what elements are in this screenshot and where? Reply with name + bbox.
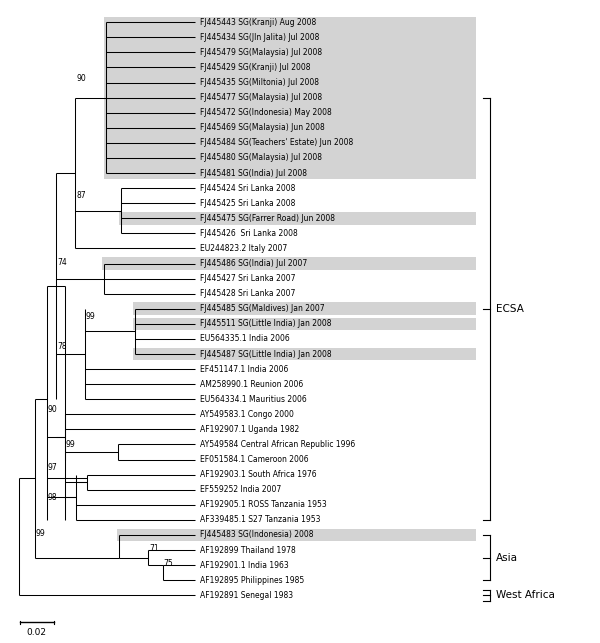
Bar bbox=[104, 17, 476, 179]
Text: Asia: Asia bbox=[496, 552, 518, 563]
Text: 99: 99 bbox=[86, 312, 95, 321]
Text: AF192899 Thailand 1978: AF192899 Thailand 1978 bbox=[200, 545, 295, 554]
Text: AM258990.1 Reunion 2006: AM258990.1 Reunion 2006 bbox=[200, 379, 303, 388]
Text: FJ445434 SG(Jln Jalita) Jul 2008: FJ445434 SG(Jln Jalita) Jul 2008 bbox=[200, 33, 319, 42]
Text: EU244823.2 Italy 2007: EU244823.2 Italy 2007 bbox=[200, 244, 287, 253]
Text: FJ445426  Sri Lanka 2008: FJ445426 Sri Lanka 2008 bbox=[200, 229, 298, 238]
Text: 98: 98 bbox=[48, 493, 58, 502]
Text: 74: 74 bbox=[58, 258, 67, 267]
Text: FJ445483 SG(Indonesia) 2008: FJ445483 SG(Indonesia) 2008 bbox=[200, 530, 313, 539]
Text: 90: 90 bbox=[48, 405, 58, 414]
Text: EF451147.1 India 2006: EF451147.1 India 2006 bbox=[200, 365, 288, 374]
Text: AF192891 Senegal 1983: AF192891 Senegal 1983 bbox=[200, 591, 293, 600]
Text: 99: 99 bbox=[36, 529, 46, 538]
Text: West Africa: West Africa bbox=[496, 590, 555, 601]
Text: EF051584.1 Cameroon 2006: EF051584.1 Cameroon 2006 bbox=[200, 455, 308, 464]
Bar bbox=[119, 212, 476, 224]
Text: AF339485.1 S27 Tanzania 1953: AF339485.1 S27 Tanzania 1953 bbox=[200, 516, 320, 525]
Text: FJ445486 SG(India) Jul 2007: FJ445486 SG(India) Jul 2007 bbox=[200, 259, 307, 268]
Text: 87: 87 bbox=[76, 191, 86, 200]
Text: FJ445475 SG(Farrer Road) Jun 2008: FJ445475 SG(Farrer Road) Jun 2008 bbox=[200, 213, 335, 222]
Text: EU564334.1 Mauritius 2006: EU564334.1 Mauritius 2006 bbox=[200, 395, 307, 404]
Text: FJ445427 Sri Lanka 2007: FJ445427 Sri Lanka 2007 bbox=[200, 274, 295, 283]
Text: FJ445511 SG(Little India) Jan 2008: FJ445511 SG(Little India) Jan 2008 bbox=[200, 320, 331, 329]
Text: AY549583.1 Congo 2000: AY549583.1 Congo 2000 bbox=[200, 410, 293, 419]
Text: FJ445435 SG(Miltonia) Jul 2008: FJ445435 SG(Miltonia) Jul 2008 bbox=[200, 78, 319, 87]
Text: FJ445487 SG(Little India) Jan 2008: FJ445487 SG(Little India) Jan 2008 bbox=[200, 350, 331, 359]
Text: FJ445428 Sri Lanka 2007: FJ445428 Sri Lanka 2007 bbox=[200, 289, 295, 298]
Text: EU564335.1 India 2006: EU564335.1 India 2006 bbox=[200, 334, 289, 343]
Text: FJ445479 SG(Malaysia) Jul 2008: FJ445479 SG(Malaysia) Jul 2008 bbox=[200, 48, 322, 57]
Text: 97: 97 bbox=[48, 462, 58, 471]
Bar bbox=[133, 318, 476, 330]
Text: 75: 75 bbox=[164, 559, 173, 568]
Text: FJ445443 SG(Kranji) Aug 2008: FJ445443 SG(Kranji) Aug 2008 bbox=[200, 18, 316, 27]
Text: FJ445429 SG(Kranji) Jul 2008: FJ445429 SG(Kranji) Jul 2008 bbox=[200, 63, 310, 72]
Bar bbox=[102, 257, 476, 270]
Text: FJ445477 SG(Malaysia) Jul 2008: FJ445477 SG(Malaysia) Jul 2008 bbox=[200, 93, 322, 102]
Bar bbox=[118, 529, 476, 541]
Text: AF192907.1 Uganda 1982: AF192907.1 Uganda 1982 bbox=[200, 425, 299, 434]
Text: FJ445469 SG(Malaysia) Jun 2008: FJ445469 SG(Malaysia) Jun 2008 bbox=[200, 123, 325, 132]
Text: FJ445485 SG(Maldives) Jan 2007: FJ445485 SG(Maldives) Jan 2007 bbox=[200, 304, 324, 313]
Text: AF192903.1 South Africa 1976: AF192903.1 South Africa 1976 bbox=[200, 470, 316, 479]
Text: FJ445425 Sri Lanka 2008: FJ445425 Sri Lanka 2008 bbox=[200, 199, 295, 208]
Text: 90: 90 bbox=[76, 73, 86, 82]
Text: FJ445472 SG(Indonesia) May 2008: FJ445472 SG(Indonesia) May 2008 bbox=[200, 108, 331, 117]
Text: 71: 71 bbox=[149, 544, 159, 553]
Text: 0.02: 0.02 bbox=[27, 628, 47, 637]
Text: ECSA: ECSA bbox=[496, 303, 524, 314]
Text: AF192895 Philippines 1985: AF192895 Philippines 1985 bbox=[200, 575, 304, 584]
Text: EF559252 India 2007: EF559252 India 2007 bbox=[200, 485, 281, 494]
Text: AY549584 Central African Republic 1996: AY549584 Central African Republic 1996 bbox=[200, 440, 355, 449]
Text: 78: 78 bbox=[58, 342, 67, 351]
Text: FJ445481 SG(India) Jul 2008: FJ445481 SG(India) Jul 2008 bbox=[200, 168, 307, 177]
Text: AF192901.1 India 1963: AF192901.1 India 1963 bbox=[200, 561, 289, 570]
Bar bbox=[133, 302, 476, 315]
Bar bbox=[133, 348, 476, 360]
Text: 99: 99 bbox=[66, 440, 76, 449]
Text: FJ445424 Sri Lanka 2008: FJ445424 Sri Lanka 2008 bbox=[200, 184, 295, 193]
Text: FJ445484 SG(Teachers' Estate) Jun 2008: FJ445484 SG(Teachers' Estate) Jun 2008 bbox=[200, 138, 353, 147]
Text: AF192905.1 ROSS Tanzania 1953: AF192905.1 ROSS Tanzania 1953 bbox=[200, 500, 326, 509]
Text: FJ445480 SG(Malaysia) Jul 2008: FJ445480 SG(Malaysia) Jul 2008 bbox=[200, 154, 322, 163]
